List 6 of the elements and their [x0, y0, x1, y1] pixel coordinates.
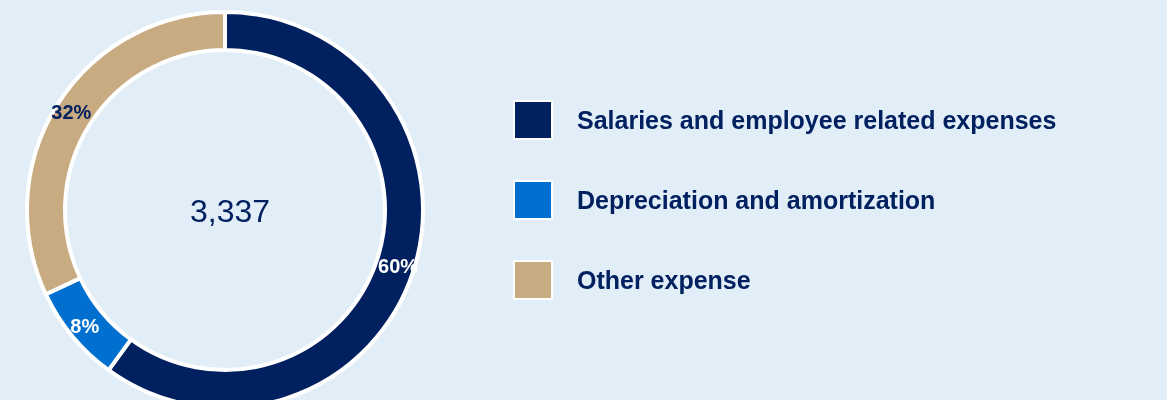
text: 3,337 [189, 193, 271, 229]
data-label: 32% [51, 101, 92, 124]
data-label: 8% [70, 315, 100, 338]
legend-label: Salaries and employee related expenses [577, 106, 1057, 134]
legend-label: Depreciation and amortization [577, 186, 936, 214]
legend-label: Other expense [577, 266, 751, 294]
